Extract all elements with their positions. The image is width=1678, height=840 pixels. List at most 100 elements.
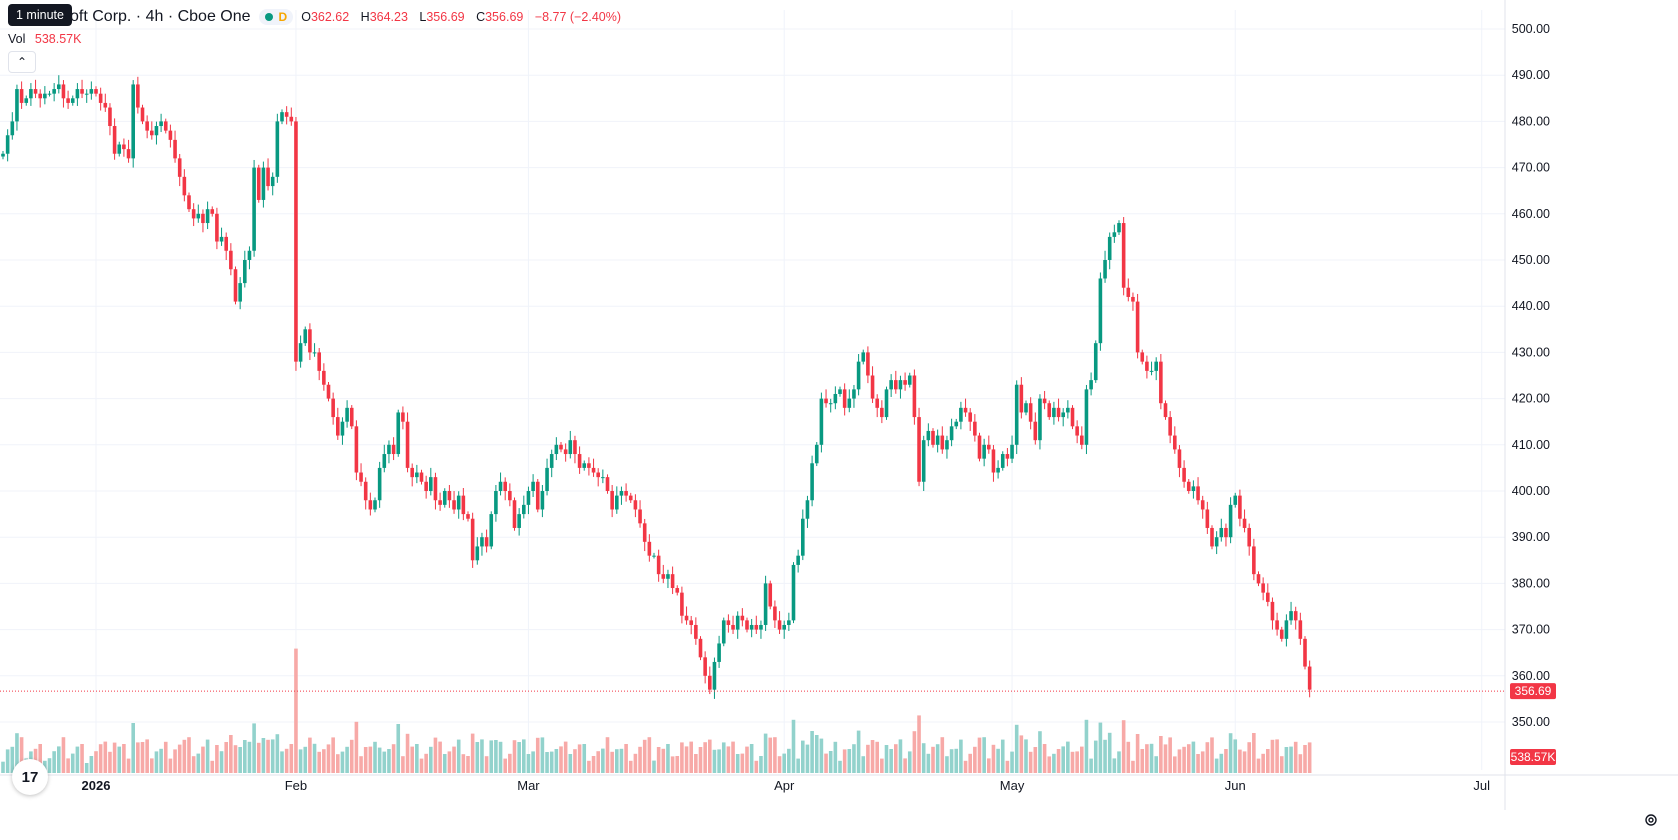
volume-bar bbox=[57, 746, 61, 773]
candle-body bbox=[842, 389, 847, 408]
price-tick-label: 350.00 bbox=[1512, 715, 1550, 729]
candle-body bbox=[508, 491, 512, 501]
volume-bar bbox=[238, 747, 242, 773]
candle-body bbox=[670, 574, 675, 589]
candle-body bbox=[475, 546, 480, 561]
volume-bar bbox=[884, 745, 889, 773]
candle-body bbox=[1047, 403, 1052, 418]
volume-bar bbox=[415, 744, 419, 773]
volume-bar bbox=[689, 741, 693, 773]
market-status-badges[interactable]: D bbox=[258, 9, 294, 25]
symbol-title[interactable]: oft Corp. · 4h · Cboe One bbox=[70, 8, 251, 25]
volume-bar bbox=[1038, 731, 1042, 773]
candle-body bbox=[652, 555, 656, 557]
volume-bar bbox=[19, 737, 24, 773]
volume-bar bbox=[912, 731, 917, 773]
candle-body bbox=[856, 361, 861, 390]
volume-bar bbox=[1014, 724, 1019, 773]
volume-bar bbox=[1191, 741, 1196, 773]
candle-body bbox=[1293, 611, 1298, 621]
volume-bar bbox=[796, 758, 800, 773]
candle-body bbox=[256, 167, 261, 200]
candle-body bbox=[1103, 260, 1107, 279]
volume-bar bbox=[866, 744, 870, 773]
time-tick-label: Apr bbox=[774, 778, 795, 793]
candle-body bbox=[270, 176, 275, 187]
time-axis[interactable]: 2026 Feb Mar Apr May Jun Jul bbox=[82, 778, 1491, 793]
candle-body bbox=[284, 112, 289, 117]
candle-body bbox=[1117, 223, 1121, 233]
candle-body bbox=[880, 407, 884, 418]
candle-body bbox=[549, 454, 554, 468]
candle-body bbox=[805, 500, 810, 519]
volume-bar bbox=[303, 746, 308, 773]
volume-label: Vol bbox=[8, 32, 26, 46]
gear-icon[interactable] bbox=[1638, 807, 1664, 833]
volume-bar bbox=[280, 751, 284, 773]
candle-body bbox=[931, 430, 935, 445]
candle-body bbox=[535, 481, 540, 510]
volume-bar bbox=[763, 733, 768, 773]
volume-bar bbox=[1145, 744, 1149, 773]
volume-bar bbox=[573, 749, 577, 773]
volume-bar bbox=[1098, 722, 1103, 773]
candle-body bbox=[866, 352, 870, 376]
volume-bar bbox=[814, 735, 819, 773]
candle-body bbox=[907, 375, 912, 385]
volume-bar bbox=[312, 743, 317, 773]
candle-body bbox=[61, 84, 66, 99]
volume-bar bbox=[308, 737, 312, 773]
candle-body bbox=[898, 380, 903, 390]
candle-body bbox=[1107, 236, 1112, 260]
candle-body bbox=[591, 467, 596, 473]
volume-bar bbox=[1275, 739, 1279, 773]
candle-body bbox=[326, 384, 331, 399]
volume-bar bbox=[652, 760, 656, 773]
price-axis[interactable]: 500.00 490.00 480.00 470.00 460.00 450.00 440.… bbox=[1510, 22, 1556, 765]
volume-bar bbox=[1028, 751, 1033, 773]
volume-bar bbox=[503, 758, 507, 773]
candle-body bbox=[847, 398, 852, 408]
volume-bar bbox=[889, 749, 893, 773]
tradingview-logo-icon[interactable]: 17 bbox=[12, 759, 48, 795]
candle-body bbox=[461, 495, 466, 515]
volume-bar bbox=[945, 756, 949, 773]
volume-bar bbox=[442, 754, 447, 773]
candle-body bbox=[1145, 361, 1149, 371]
candle-body bbox=[415, 472, 419, 478]
candle-body bbox=[1307, 666, 1312, 690]
volume-bar bbox=[1080, 746, 1084, 773]
volume-bar bbox=[52, 751, 56, 773]
candle-body bbox=[1191, 486, 1196, 491]
volume-bar bbox=[1131, 760, 1135, 773]
symbol-legend[interactable]: oft Corp. · 4h · Cboe One D O362.62 H364… bbox=[8, 6, 621, 28]
data-delay-badge: D bbox=[278, 10, 288, 24]
volume-bar bbox=[749, 744, 754, 773]
volume-bar bbox=[954, 748, 959, 773]
volume-bar bbox=[89, 756, 94, 773]
volume-bar bbox=[991, 744, 996, 773]
volume-legend[interactable]: Vol 538.57K bbox=[8, 32, 81, 46]
candle-body bbox=[1238, 495, 1242, 519]
volume-bar bbox=[1270, 739, 1275, 773]
volume-bar bbox=[517, 742, 521, 773]
candle-body bbox=[1005, 454, 1010, 459]
candle-body bbox=[391, 444, 396, 455]
candle-body bbox=[721, 620, 726, 644]
market-open-dot-icon bbox=[264, 13, 273, 21]
candle-body bbox=[1014, 384, 1019, 445]
collapse-legend-button[interactable]: ⌃ bbox=[8, 51, 36, 73]
volume-bar bbox=[424, 753, 428, 773]
volume-bar bbox=[382, 751, 387, 773]
candle-body bbox=[949, 426, 954, 441]
candle-body bbox=[512, 500, 517, 528]
volume-bar bbox=[1000, 739, 1005, 773]
candle-body bbox=[401, 412, 405, 422]
volume-bar bbox=[196, 753, 201, 773]
candle-body bbox=[1168, 417, 1172, 436]
price-tick-label: 450.00 bbox=[1512, 253, 1550, 267]
candle-body bbox=[1052, 407, 1056, 418]
volume-bar bbox=[429, 746, 433, 773]
